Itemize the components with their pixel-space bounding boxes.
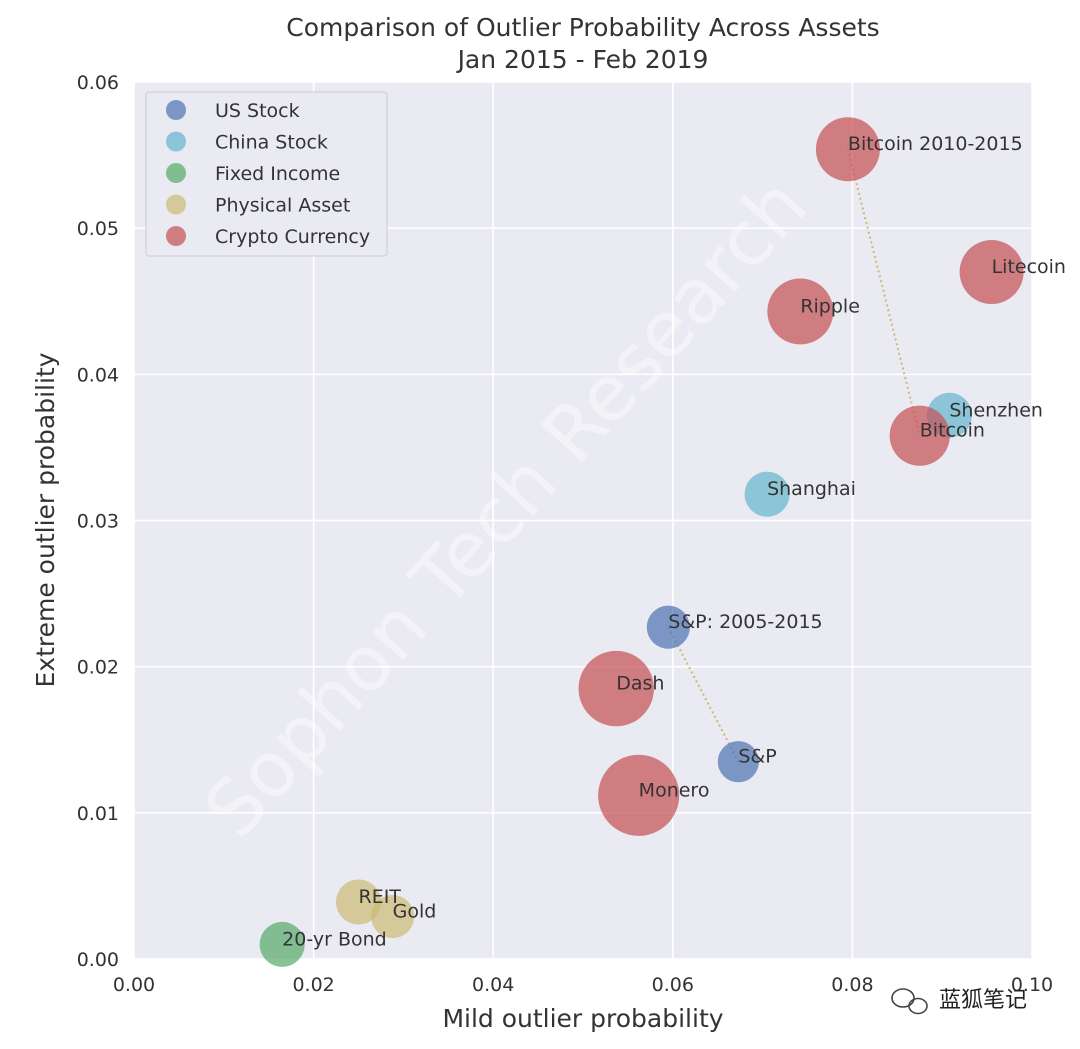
point-s-p-2005-2015 bbox=[646, 605, 690, 649]
x-axis-label: Mild outlier probability bbox=[442, 1004, 723, 1033]
y-tick-label: 0.01 bbox=[77, 803, 119, 825]
point-bitcoin bbox=[889, 405, 950, 466]
chart-subtitle: Jan 2015 - Feb 2019 bbox=[456, 45, 709, 74]
point-label-bitcoin-2010-2015: Bitcoin 2010-2015 bbox=[848, 133, 1023, 155]
point-litecoin bbox=[959, 240, 1024, 305]
wechat-badge: 蓝狐笔记 bbox=[891, 988, 1027, 1015]
legend-box bbox=[145, 91, 388, 257]
y-tick-label: 0.06 bbox=[77, 72, 119, 94]
y-axis-label: Extreme outlier probability bbox=[31, 352, 60, 687]
legend-marker bbox=[166, 131, 186, 152]
point-dash bbox=[578, 650, 654, 727]
point-bitcoin-2010-2015 bbox=[815, 117, 880, 182]
x-tick-label: 0.04 bbox=[472, 974, 514, 996]
y-tick-label: 0.03 bbox=[77, 511, 119, 533]
legend-marker bbox=[166, 163, 186, 183]
data-points bbox=[259, 117, 1024, 967]
point-s-p bbox=[717, 741, 759, 783]
point-gold bbox=[371, 895, 415, 939]
y-tick-label: 0.04 bbox=[77, 364, 119, 386]
point-labels: Bitcoin 2010-2015 Litecoin Ripple ShenzhenB… bbox=[282, 133, 1066, 950]
x-tick-label: 0.00 bbox=[113, 974, 155, 996]
point-reit bbox=[336, 879, 381, 925]
x-tick-label: 0.02 bbox=[292, 974, 334, 996]
legend-entry: Fixed Income bbox=[215, 163, 340, 185]
point-label-monero: Monero bbox=[639, 779, 710, 801]
point-monero bbox=[598, 754, 680, 836]
x-tick-label: 0.10 bbox=[1011, 974, 1053, 996]
point-label-shanghai: Shanghai bbox=[767, 478, 856, 500]
y-tick-labels: 0.00 0.01 0.02 0.03 0.04 0.05 0.06 bbox=[77, 72, 119, 971]
legend: US Stock China Stock Fixed Income Physical … bbox=[145, 91, 388, 257]
point-label-dash: Dash bbox=[616, 673, 664, 695]
legend-marker bbox=[166, 194, 186, 215]
x-tick-label: 0.08 bbox=[831, 974, 873, 996]
wechat-icon bbox=[891, 988, 928, 1015]
connector-line bbox=[846, 148, 921, 436]
x-tick-label: 0.06 bbox=[652, 974, 694, 996]
point-ripple bbox=[767, 278, 834, 345]
point-20-yr-bond bbox=[259, 921, 305, 967]
y-tick-label: 0.05 bbox=[77, 218, 119, 240]
point-label-ripple: Ripple bbox=[800, 295, 860, 317]
legend-entry: US Stock bbox=[215, 100, 300, 122]
connector-line bbox=[667, 626, 740, 763]
point-label-s-p: S&P bbox=[738, 746, 776, 768]
point-label-litecoin: Litecoin bbox=[992, 256, 1066, 278]
legend-marker bbox=[166, 100, 186, 120]
grid-lines bbox=[133, 81, 1033, 960]
y-tick-label: 0.00 bbox=[77, 949, 119, 971]
point-label-s-p-2005-2015: S&P: 2005-2015 bbox=[668, 611, 822, 633]
legend-marker bbox=[166, 226, 186, 246]
point-label-20-yr-bond: 20-yr Bond bbox=[282, 928, 387, 950]
x-tick-labels: 0.00 0.02 0.04 0.06 0.08 0.10 bbox=[113, 974, 1053, 996]
point-shanghai bbox=[744, 471, 790, 517]
point-label-reit: REIT bbox=[359, 886, 402, 908]
legend-entry: China Stock bbox=[215, 132, 328, 154]
wechat-badge-text: 蓝狐笔记 bbox=[939, 988, 1027, 1013]
legend-entry: Physical Asset bbox=[215, 195, 350, 217]
y-tick-label: 0.02 bbox=[77, 657, 119, 679]
legend-entry: Crypto Currency bbox=[215, 226, 370, 248]
point-label-gold: Gold bbox=[393, 901, 437, 923]
connector-lines bbox=[667, 148, 921, 763]
chart-title: Comparison of Outlier Probability Across… bbox=[286, 13, 879, 42]
point-label-bitcoin: Bitcoin bbox=[920, 420, 985, 442]
point-label-shenzhen: Shenzhen bbox=[949, 399, 1043, 421]
